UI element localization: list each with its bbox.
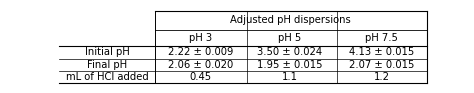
Text: 2.22 ± 0.009: 2.22 ± 0.009	[168, 47, 233, 57]
Text: Initial pH: Initial pH	[85, 47, 129, 57]
Text: pH 5: pH 5	[278, 33, 301, 43]
Text: 3.50 ± 0.024: 3.50 ± 0.024	[257, 47, 322, 57]
Text: mL of HCl added: mL of HCl added	[65, 72, 148, 82]
Text: 4.13 ± 0.015: 4.13 ± 0.015	[349, 47, 414, 57]
Text: pH 7.5: pH 7.5	[365, 33, 398, 43]
Text: 1.2: 1.2	[374, 72, 390, 82]
Text: pH 3: pH 3	[189, 33, 212, 43]
Text: 0.45: 0.45	[190, 72, 212, 82]
Text: 2.06 ± 0.020: 2.06 ± 0.020	[168, 60, 233, 70]
Text: Adjusted pH dispersions: Adjusted pH dispersions	[230, 15, 351, 25]
Text: Final pH: Final pH	[87, 60, 127, 70]
Text: 1.95 ± 0.015: 1.95 ± 0.015	[257, 60, 322, 70]
Text: 1.1: 1.1	[282, 72, 298, 82]
Text: 2.07 ± 0.015: 2.07 ± 0.015	[349, 60, 414, 70]
